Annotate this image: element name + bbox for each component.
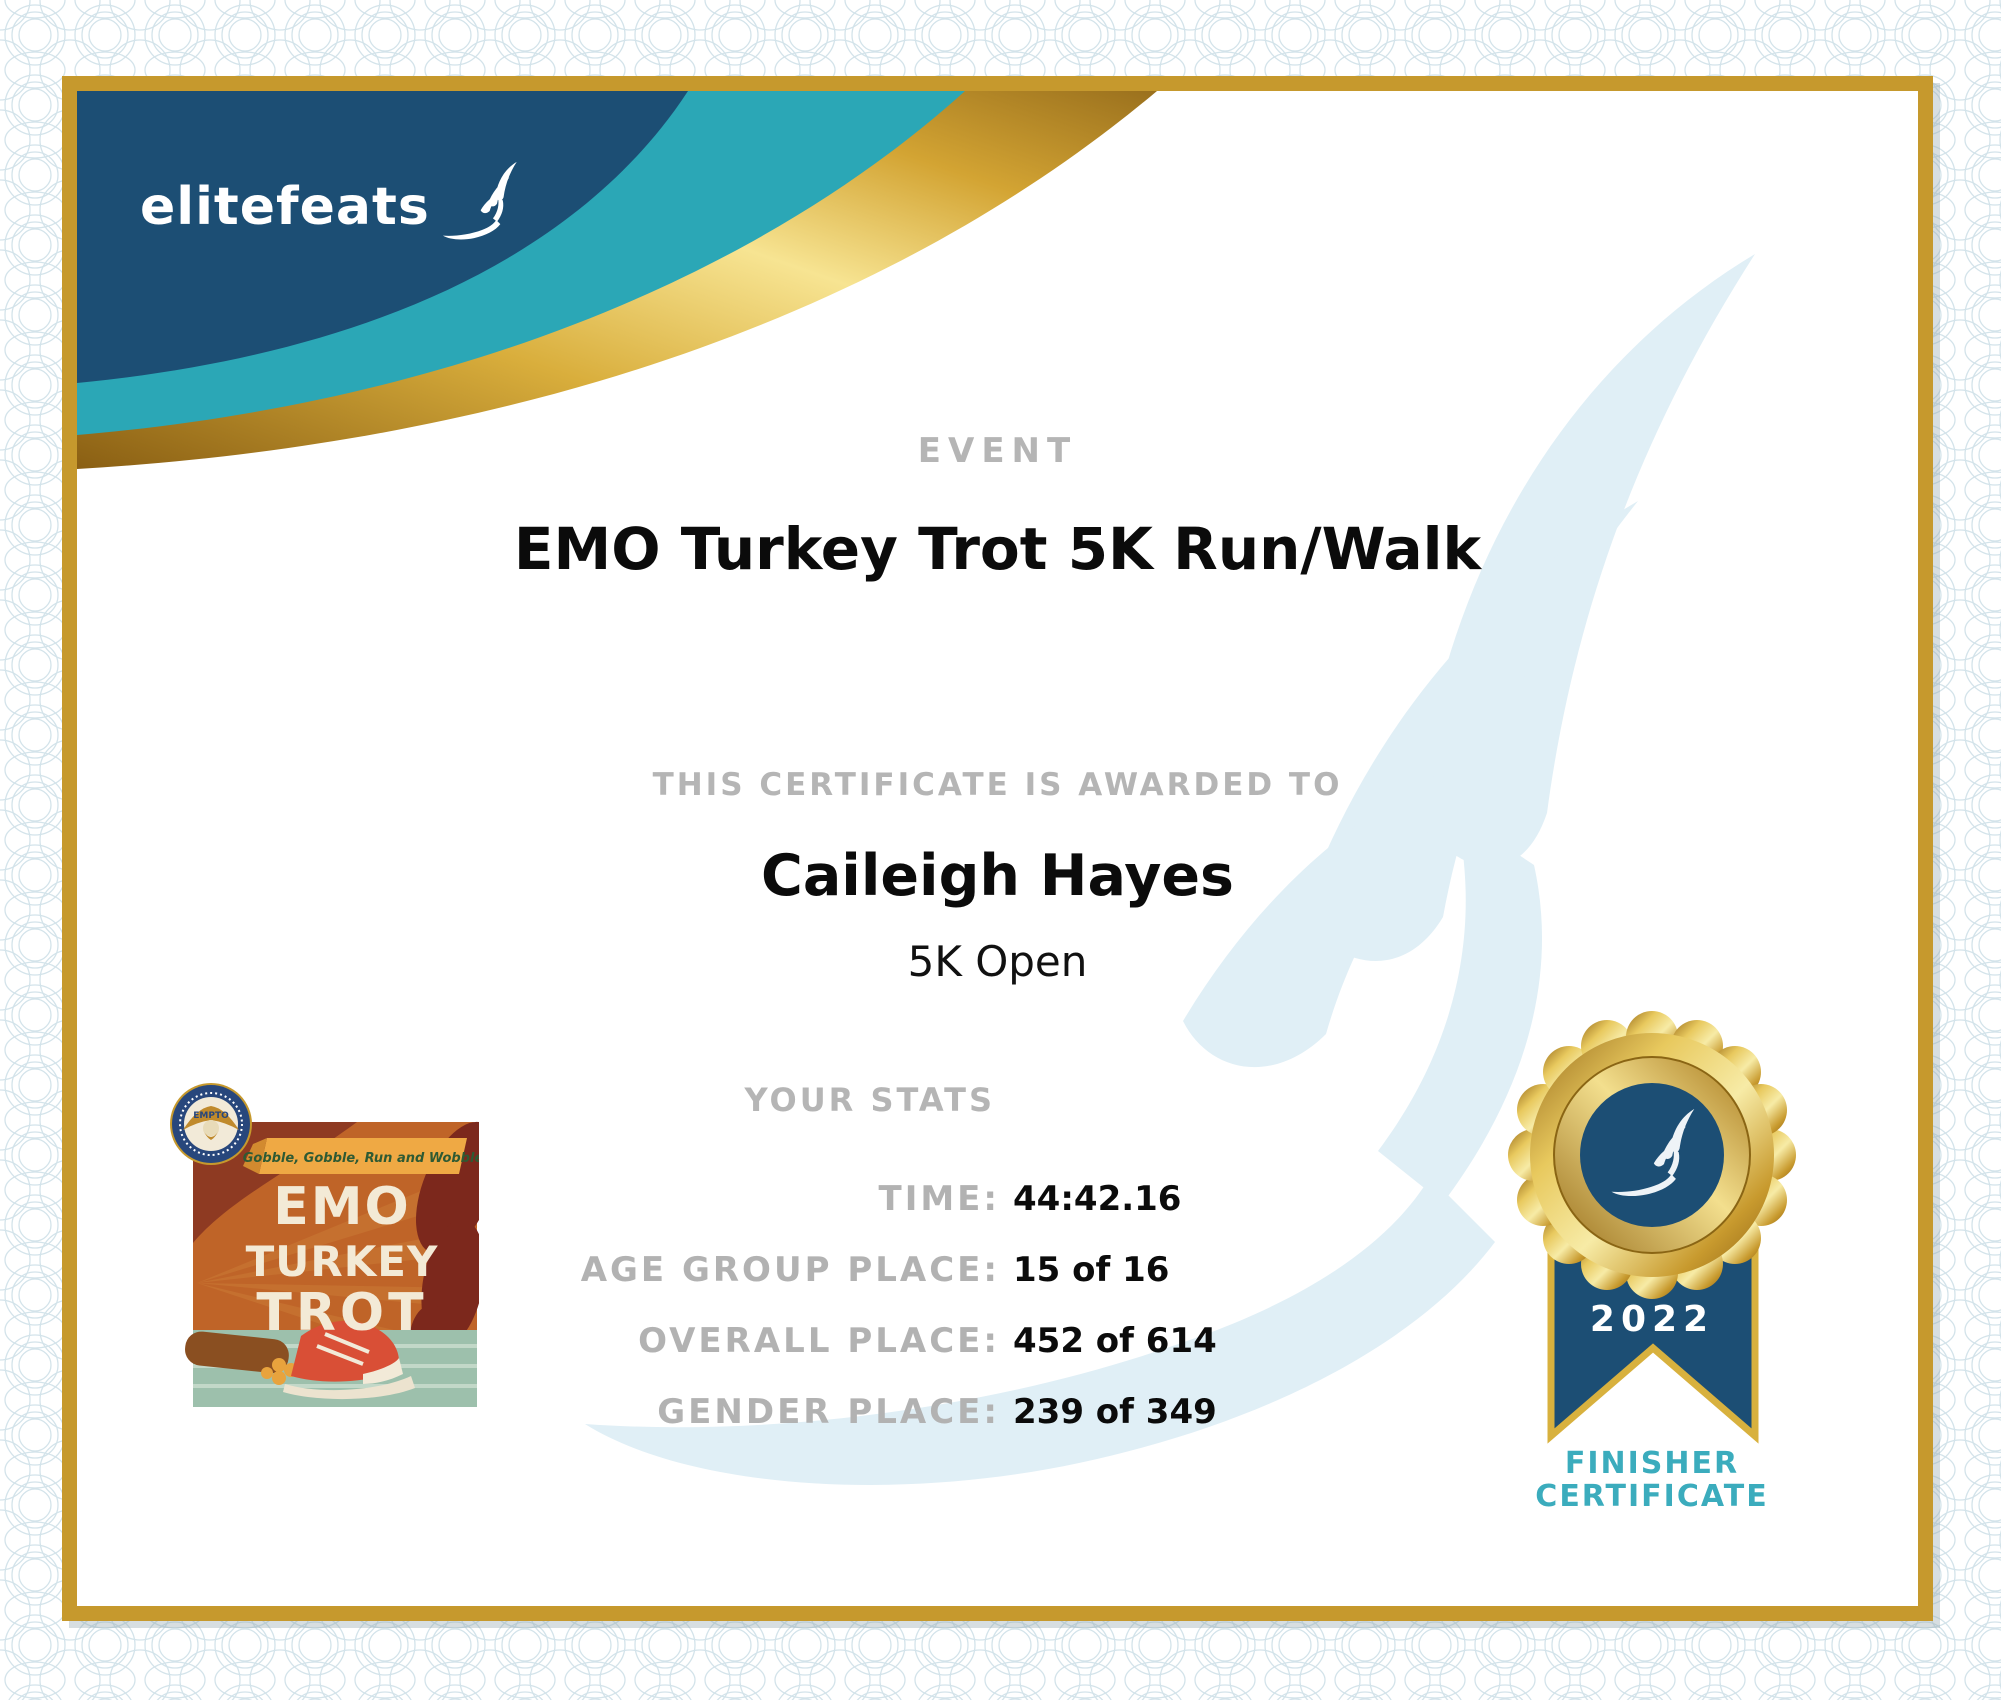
stats-list: TIME: 44:42.16 AGE GROUP PLACE: 15 of 16 O…	[77, 1181, 1918, 1465]
event-logo-image: Gobble, Gobble, Run and Wobble EMO TURKE…	[170, 1083, 479, 1407]
stat-label: GENDER PLACE:	[657, 1392, 1000, 1432]
stat-row-time: TIME: 44:42.16	[77, 1181, 1918, 1218]
gold-frame: elitefeats EVENT EMO Turkey Trot 5K Run/…	[62, 76, 1933, 1621]
division-name: 5K Open	[907, 937, 1088, 986]
event-organization-badge: EMPTO	[170, 1083, 252, 1165]
medal-winged-foot-icon	[1611, 1108, 1695, 1197]
stat-value: 44:42.16	[1013, 1179, 1182, 1219]
your-stats-label: YOUR STATS	[744, 1081, 995, 1119]
stat-row-age-group-place: AGE GROUP PLACE: 15 of 16	[77, 1252, 1918, 1289]
awarded-to-label: THIS CERTIFICATE IS AWARDED TO	[652, 767, 1343, 803]
event-logo-banner: Gobble, Gobble, Run and Wobble	[243, 1138, 479, 1174]
stat-value: 239 of 349	[1013, 1392, 1217, 1432]
recipient-name: Caileigh Hayes	[761, 843, 1234, 909]
finisher-caption-line1: FINISHER	[1564, 1446, 1740, 1481]
stat-label: AGE GROUP PLACE:	[580, 1250, 1000, 1290]
event-label: EVENT	[917, 431, 1078, 471]
winged-foot-watermark-icon	[585, 254, 1755, 1485]
navy-curve	[77, 91, 688, 383]
event-logo-title: EMO TURKEY TROT	[246, 1177, 439, 1343]
winged-foot-logo-icon	[442, 161, 517, 240]
event-logo-line3: TROT	[256, 1283, 427, 1343]
event-badge-text: EMPTO	[193, 1111, 229, 1121]
stat-label: TIME:	[878, 1179, 1000, 1219]
brand-logo-text: elitefeats	[140, 177, 430, 237]
event-name: EMO Turkey Trot 5K Run/Walk	[513, 515, 1482, 583]
stat-row-gender-place: GENDER PLACE: 239 of 349	[77, 1394, 1918, 1431]
brand-logo: elitefeats	[140, 139, 520, 265]
finisher-certificate-caption: FINISHER CERTIFICATE	[1502, 1447, 1802, 1513]
header-corner-curves	[77, 91, 1157, 469]
stat-row-overall-place: OVERALL PLACE: 452 of 614	[77, 1323, 1918, 1360]
event-logo-line2: TURKEY	[246, 1237, 439, 1286]
finisher-medal	[1508, 1011, 1796, 1444]
finisher-caption-line2: CERTIFICATE	[1535, 1479, 1769, 1514]
stat-value: 452 of 614	[1013, 1321, 1217, 1361]
event-logo-banner-text: Gobble, Gobble, Run and Wobble	[243, 1151, 479, 1166]
stat-value: 15 of 16	[1013, 1250, 1170, 1290]
event-logo-line1: EMO	[273, 1177, 410, 1237]
medal-year: 2022	[1589, 1299, 1715, 1340]
stat-label: OVERALL PLACE:	[638, 1321, 1000, 1361]
